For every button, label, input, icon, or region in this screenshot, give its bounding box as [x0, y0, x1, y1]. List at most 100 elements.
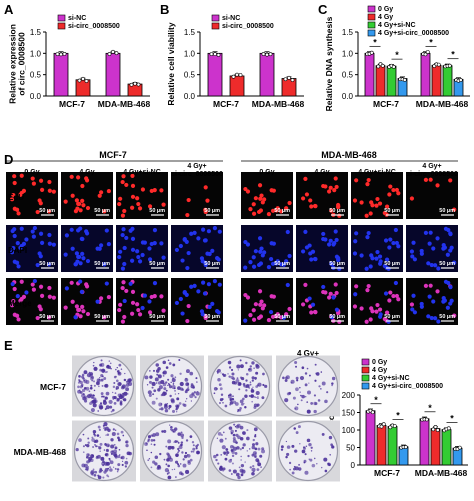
- legend-swatch: [361, 382, 370, 390]
- colony: [300, 399, 303, 402]
- colony: [321, 432, 325, 436]
- cell-nucleus: [251, 308, 256, 313]
- colony: [148, 458, 151, 460]
- bar-mda-mb-468-1: [430, 428, 441, 466]
- cell-nucleus: [73, 315, 78, 320]
- colony: [220, 372, 222, 374]
- colony: [305, 445, 308, 448]
- cell-nucleus: [189, 231, 194, 236]
- cell-nucleus: [270, 314, 276, 319]
- cell-nucleus: [81, 203, 86, 208]
- colony: [125, 387, 130, 392]
- colony: [255, 371, 259, 375]
- scale-bar-label: 50 µm: [39, 261, 55, 267]
- colony: [98, 385, 100, 388]
- colony: [240, 459, 242, 461]
- colony: [225, 448, 229, 451]
- colony: [146, 449, 148, 451]
- cell-nucleus: [243, 318, 248, 323]
- colony: [185, 377, 187, 380]
- data-point: [402, 77, 407, 82]
- colony: [101, 384, 104, 387]
- cell-nucleus: [253, 302, 258, 307]
- colony: [77, 381, 80, 384]
- legend-swatch: [367, 13, 376, 21]
- cell-nucleus: [307, 243, 312, 248]
- colony: [239, 364, 244, 369]
- colony: [251, 379, 254, 382]
- colony: [282, 376, 285, 380]
- colony: [85, 455, 89, 459]
- colony: [231, 380, 236, 385]
- y-axis-label: Relative cell viability: [166, 22, 176, 105]
- cell-nucleus: [393, 280, 398, 286]
- colony: [245, 379, 248, 382]
- colony: [257, 396, 259, 398]
- colony: [217, 370, 219, 372]
- cell-nucleus: [368, 317, 373, 322]
- colony: [239, 425, 244, 430]
- cell-nucleus: [78, 279, 83, 284]
- cell-nucleus: [354, 284, 359, 289]
- colony: [190, 400, 193, 402]
- colony: [166, 452, 170, 456]
- cell-nucleus: [147, 310, 153, 315]
- colony: [186, 382, 190, 386]
- cell-nucleus: [124, 288, 129, 294]
- colony: [92, 445, 95, 448]
- cell-nucleus: [130, 173, 135, 178]
- row-label-merge: Merge: [8, 299, 32, 308]
- cell-nucleus: [412, 310, 418, 315]
- colony: [177, 464, 181, 468]
- data-point: [447, 63, 452, 68]
- colony: [239, 359, 242, 362]
- cell-nucleus: [375, 302, 380, 308]
- colony: [166, 402, 169, 405]
- data-point: [107, 52, 112, 56]
- bar-mda-mb-468-2: [442, 65, 453, 97]
- colony: [232, 437, 236, 440]
- cell-nucleus: [354, 231, 359, 236]
- colony: [154, 377, 159, 382]
- cell-nucleus: [161, 255, 166, 260]
- cell-nucleus: [336, 258, 341, 263]
- category-label: MCF-7: [213, 99, 239, 109]
- colony: [170, 374, 174, 378]
- colony: [288, 461, 292, 465]
- colony: [303, 461, 306, 464]
- colony: [151, 381, 156, 386]
- cell-nucleus: [334, 307, 340, 312]
- colony: [330, 443, 333, 447]
- y-tick-label: 200: [342, 391, 356, 400]
- group-header-mdamb468: MDA-MB-468: [321, 150, 377, 160]
- colony: [310, 402, 314, 405]
- scale-bar-label: 50 µm: [39, 314, 55, 320]
- colony: [183, 454, 188, 459]
- cell-nucleus: [85, 258, 91, 264]
- cell-nucleus: [70, 246, 75, 251]
- colony: [249, 383, 252, 386]
- colony: [253, 403, 258, 408]
- colony: [228, 426, 233, 430]
- colony: [331, 382, 334, 385]
- cell-nucleus: [323, 184, 328, 189]
- legend-label: 0 Gy: [378, 6, 393, 13]
- colony: [116, 470, 119, 473]
- significance-marker: *: [450, 414, 454, 424]
- data-point: [446, 426, 451, 431]
- colony: [219, 402, 221, 404]
- colony: [324, 399, 328, 404]
- legend-swatch: [211, 14, 220, 22]
- cell-nucleus: [185, 318, 190, 324]
- colony: [113, 381, 116, 385]
- colony: [196, 381, 198, 383]
- colony: [144, 375, 149, 380]
- data-point: [423, 52, 428, 57]
- colony: [161, 392, 166, 397]
- cell-nucleus: [77, 201, 82, 207]
- colony: [195, 377, 198, 380]
- colony: [167, 359, 170, 362]
- colony: [329, 453, 331, 456]
- colony: [119, 401, 123, 405]
- colony: [165, 445, 168, 448]
